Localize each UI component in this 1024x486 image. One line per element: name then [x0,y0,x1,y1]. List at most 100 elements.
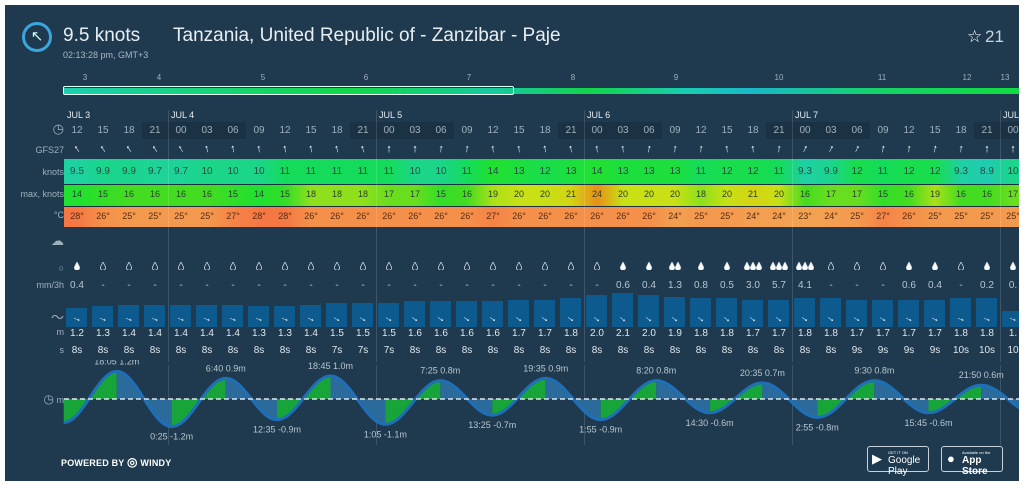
hour-cell[interactable]: 18 [123,125,135,136]
wave-height-value: 1.7 [772,328,786,339]
wave-height-value: 1.6 [486,328,500,339]
hour-cell[interactable]: 15 [305,125,317,136]
wave-height-value: 1.7 [512,328,526,339]
timeline-day[interactable]: 5 [260,73,266,82]
hour-cell[interactable]: 18 [747,125,759,136]
wave-bar [222,305,243,327]
hour-cell[interactable]: 21 [142,122,168,139]
hour-cell[interactable]: 15 [721,125,733,136]
wave-bar [144,305,165,327]
timeline-bar[interactable] [64,88,1019,94]
high-tide-label: 8:20 0.8m [636,366,676,376]
app-store-small: Available on the [962,450,991,455]
rain-none-icon [298,261,324,271]
hour-cell[interactable]: 15 [513,125,525,136]
hour-cell[interactable]: 18 [539,125,551,136]
hour-cell[interactable]: 03 [818,122,844,139]
rain-value: 0.4 [642,280,656,291]
wind-arrow-icon: ↑ [97,142,109,156]
rain-value: 3.0 [746,280,760,291]
rain-none-icon [220,261,246,271]
timeline-day[interactable]: 3 [82,73,88,82]
wave-period-value: 8s [435,345,447,356]
temperature-value: 24° [668,211,682,221]
app-store-button[interactable]: ● Available on the App Store [941,446,1003,477]
wind-arrow-icon: ↑ [905,142,913,156]
wave-height-value: 1.7 [850,328,864,339]
hour-cell[interactable]: 21 [974,122,1000,139]
hour-cell[interactable]: 12 [487,125,499,136]
location-title[interactable]: Tanzania, United Republic of - Zanzibar … [173,25,561,46]
hour-cell[interactable]: 06 [220,122,246,139]
hour-cell[interactable]: 03 [194,122,220,139]
timeline-day[interactable]: 12 [962,73,972,82]
hour-cell[interactable]: 21 [350,122,376,139]
wave-height-value: 1.3 [278,328,292,339]
hour-cell[interactable]: 15 [929,125,941,136]
wave-bar [768,300,789,327]
hour-cell[interactable]: 12 [903,125,915,136]
high-tide-label: 21:50 0.6m [959,370,1004,380]
rain-value: 0. [1008,280,1018,291]
hour-cell[interactable]: 12 [71,125,83,136]
powered-by-text: POWERED BY [61,458,125,468]
wave-bar [898,300,919,327]
rain-value: 0.5 [720,280,734,291]
hour-cell[interactable]: 00 [792,122,818,139]
star-icon[interactable]: ☆ [967,27,983,46]
rain-none-icon [324,261,350,271]
favorites-count: 21 [985,27,1004,46]
wave-bar [690,298,711,327]
hour-cell[interactable]: 09 [669,125,681,136]
wind-arrow-icon: ↑ [593,142,601,156]
hour-cell[interactable]: 09 [461,125,473,136]
hour-cell[interactable]: 06 [636,122,662,139]
wave-bar [248,306,269,327]
gust-value: 20 [669,189,680,199]
timeline-day[interactable]: 4 [156,73,162,82]
timeline-day[interactable]: 6 [363,73,369,82]
rain-none-icon [376,261,402,271]
google-play-button[interactable]: ▶ GET IT ON Google Play [867,446,929,477]
hour-cell[interactable]: 09 [877,125,889,136]
hour-cell[interactable]: 18 [331,125,343,136]
gust-value: 20 [513,189,524,199]
hour-cell[interactable]: 03 [610,122,636,139]
timeline-day[interactable]: 10 [774,73,784,82]
timeline-selection-handle[interactable] [63,86,514,95]
rain-drop-icon [740,261,766,271]
hour-cell[interactable]: 00 [376,122,402,139]
hour-cell[interactable]: 18 [955,125,967,136]
wave-bar [430,301,451,327]
timeline-day[interactable]: 13 [1000,73,1010,82]
hour-cell[interactable]: 06 [428,122,454,139]
hour-cell[interactable]: 09 [253,125,265,136]
hour-cell[interactable]: 12 [695,125,707,136]
wave-bar [1002,311,1019,327]
rain-drop-icon [714,261,740,271]
rain-none-icon [584,261,610,271]
hour-cell[interactable]: 15 [97,125,109,136]
rain-drop-icon [922,261,948,271]
wind-speed-value: 14 [487,166,499,177]
wind-arrow-icon: ↑ [229,142,237,156]
powered-by-windy[interactable]: POWERED BY ◎ WINDY [61,455,171,469]
hour-cell[interactable]: 21 [766,122,792,139]
hour-cell[interactable]: 06 [844,122,870,139]
low-tide-label: 0:25 -1.2m [150,432,193,442]
gust-value: 15 [97,189,108,199]
hour-cell[interactable]: 12 [279,125,291,136]
timeline-day[interactable]: 11 [877,73,887,82]
hour-cell[interactable]: 21 [558,122,584,139]
low-tide-label: 13:25 -0.7m [468,420,516,430]
rain-none-icon [870,261,896,271]
timeline-day[interactable]: 9 [673,73,679,82]
hour-cell[interactable]: 00 [1000,122,1019,139]
timeline-day[interactable]: 7 [466,73,472,82]
hour-cell[interactable]: 03 [402,122,428,139]
hour-cell[interactable]: 00 [584,122,610,139]
rain-none-icon [272,261,298,271]
hour-cell[interactable]: 00 [168,122,194,139]
timeline-day[interactable]: 8 [570,73,576,82]
wind-speed-value: 11 [695,166,707,177]
